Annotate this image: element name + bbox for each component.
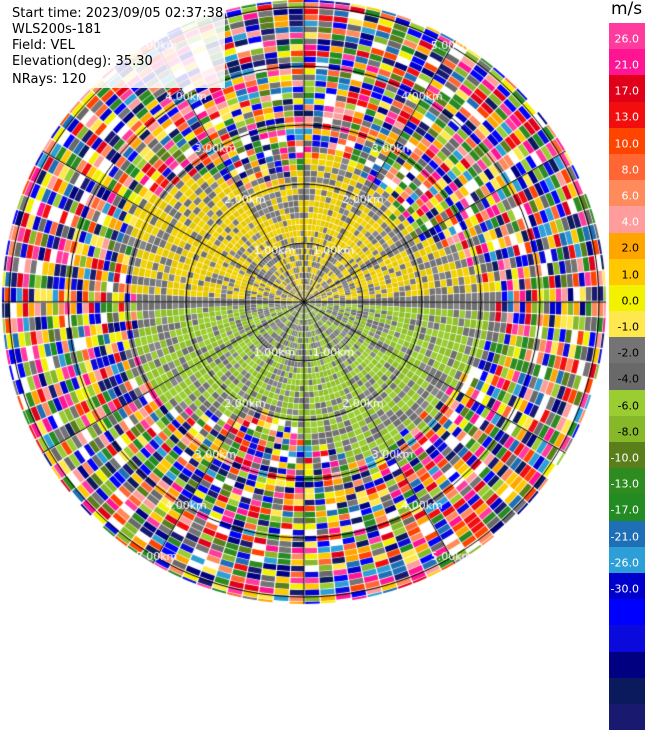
station-label: WLS200s-181 <box>12 22 102 37</box>
colorbar: 26.0 21.0 17.0 13.0 10.0 8.0 6.0 4.0 2.0 1.0 0.0 -1… <box>609 23 645 730</box>
colorbar-segment <box>609 363 645 390</box>
colorbar-tick-label: -26.0 <box>610 556 639 570</box>
colorbar-segment <box>609 258 645 285</box>
elevation-label: Elevation(deg): 35.30 <box>12 54 153 69</box>
colorbar-segment <box>609 389 645 416</box>
plot-info: Start time: 2023/09/05 02:37:38 WLS200s-… <box>10 6 226 88</box>
colorbar-segment <box>609 494 645 521</box>
colorbar-segment <box>609 206 645 233</box>
colorbar-segment <box>609 415 645 442</box>
colorbar-tick-label: 13.0 <box>614 110 640 124</box>
colorbar-tick-label: -1.0 <box>617 320 639 334</box>
colorbar-segment <box>609 703 645 730</box>
colorbar-tick-label: 21.0 <box>614 58 640 72</box>
colorbar-segment <box>609 232 645 259</box>
colorbar-tick-label: 4.0 <box>621 215 640 229</box>
colorbar-unit: m/s <box>611 0 643 19</box>
colorbar-tick-label: -17.0 <box>610 503 639 517</box>
colorbar-tick-label: -8.0 <box>617 425 639 439</box>
colorbar-segment <box>609 677 645 704</box>
colorbar-segment <box>609 546 645 573</box>
colorbar-tick-label: 6.0 <box>621 189 640 203</box>
colorbar-segment <box>609 49 645 76</box>
colorbar-tick-label: 26.0 <box>614 32 640 46</box>
colorbar-tick-label: -21.0 <box>610 530 639 544</box>
field-label: Field: VEL <box>12 38 75 53</box>
colorbar-segment <box>609 75 645 102</box>
radar-ppi-plot <box>0 0 647 607</box>
colorbar-segment <box>609 127 645 154</box>
colorbar-tick-label: -13.0 <box>610 477 639 491</box>
colorbar-tick-label: -4.0 <box>617 372 639 386</box>
colorbar-tick-label: -6.0 <box>617 399 639 413</box>
nrays-label: NRays: 120 <box>12 72 87 87</box>
colorbar-tick-label: 17.0 <box>614 84 640 98</box>
colorbar-tick-label: -2.0 <box>617 346 639 360</box>
colorbar-tick-label: 2.0 <box>621 241 640 255</box>
colorbar-segment <box>609 651 645 678</box>
colorbar-segment <box>609 572 645 600</box>
colorbar-segment <box>609 311 645 338</box>
start-time-label: Start time: 2023/09/05 02:37:38 <box>12 6 224 21</box>
colorbar-tick-label: -30.0 <box>610 582 639 596</box>
colorbar-segment <box>609 625 645 652</box>
colorbar-tick-label: 0.0 <box>621 294 640 308</box>
colorbar-segment <box>609 442 645 469</box>
colorbar-segment <box>609 284 645 312</box>
colorbar-tick-label: 8.0 <box>621 163 640 177</box>
colorbar-segment <box>609 101 645 128</box>
colorbar-segment <box>609 180 645 207</box>
colorbar-segment <box>609 468 645 495</box>
colorbar-tick-label: 10.0 <box>614 137 640 151</box>
colorbar-segment <box>609 520 645 547</box>
colorbar-segment <box>609 23 645 50</box>
colorbar-segment <box>609 153 645 181</box>
colorbar-tick-label: -10.0 <box>610 451 639 465</box>
colorbar-segment <box>609 599 645 626</box>
colorbar-tick-label: 1.0 <box>621 268 640 282</box>
colorbar-segment <box>609 337 645 364</box>
